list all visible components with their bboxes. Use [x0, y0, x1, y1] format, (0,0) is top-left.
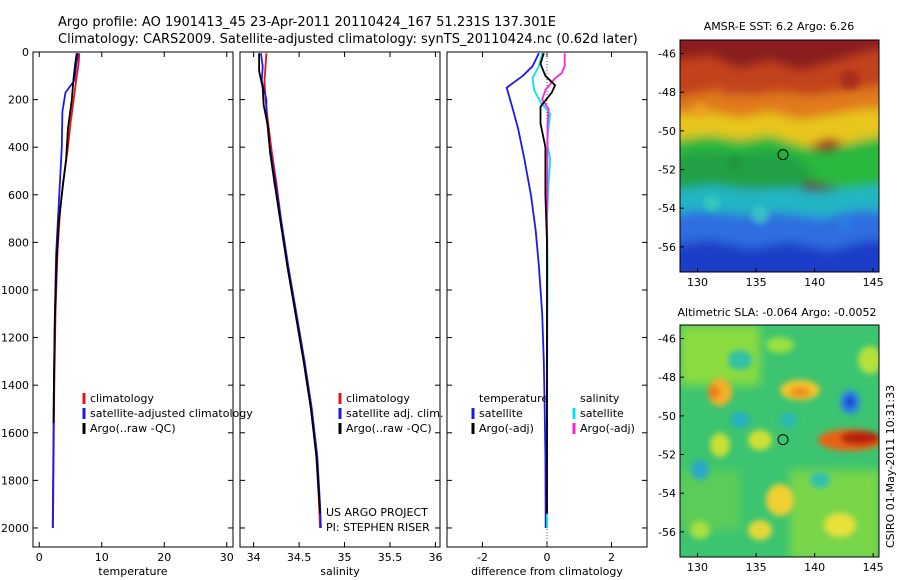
salinity-project-annotation: PI: STEPHEN RISER: [326, 521, 430, 534]
sla-ytick-label: -56: [658, 526, 676, 539]
sst-xtick-label: 130: [687, 276, 708, 289]
difference-legend-salinity-label: Argo(-adj): [580, 422, 635, 435]
sst-heatmap-field: [680, 40, 879, 272]
temperature-legend-label: climatology: [90, 392, 154, 405]
side-timestamp: CSIRO 01-May-2011 10:31:33: [884, 385, 897, 548]
depth-ytick-label: 400: [8, 141, 29, 154]
temperature-xtick-label: 30: [220, 551, 234, 564]
depth-ytick-label: 0: [22, 46, 29, 59]
sst-ytick-label: -48: [658, 86, 676, 99]
sla-xtick-label: 135: [746, 561, 767, 574]
difference-legend-salinity-label: salinity: [580, 392, 620, 405]
sla-map-title: Altimetric SLA: -0.064 Argo: -0.0052: [678, 306, 877, 319]
sla-ytick-label: -48: [658, 371, 676, 384]
sla-xtick-label: 145: [863, 561, 884, 574]
salinity-xtick-label: 35: [338, 551, 352, 564]
sst-ytick-label: -50: [658, 125, 676, 138]
difference-legend-temperature-label: temperature: [479, 392, 548, 405]
salinity-legend-label: satellite adj. clim.: [346, 407, 443, 420]
salinity-xtick-label: 34: [247, 551, 261, 564]
sst-ytick-label: -46: [658, 48, 676, 61]
salinity-xlabel: salinity: [320, 565, 360, 578]
sst-ytick-label: -56: [658, 241, 676, 254]
sla-argo-marker: [777, 434, 789, 446]
difference-xtick-label: -2: [477, 551, 488, 564]
sla-xtick-label: 130: [687, 561, 708, 574]
temperature-xtick-label: 10: [95, 551, 109, 564]
salinity-xtick-label: 34.5: [287, 551, 312, 564]
sla-ytick-label: -50: [658, 410, 676, 423]
figure-title-line2: Climatology: CARS2009. Satellite-adjuste…: [58, 32, 638, 47]
depth-ytick-label: 1000: [1, 284, 29, 297]
salinity-legend-label: climatology: [346, 392, 410, 405]
temperature-plot-frame: [32, 51, 234, 548]
sst-xtick-label: 135: [746, 276, 767, 289]
temperature-xtick-label: 0: [36, 551, 43, 564]
salinity-legend-label: Argo(..raw -QC): [346, 422, 432, 435]
sst-xtick-label: 145: [863, 276, 884, 289]
sla-heatmap-field: [680, 325, 879, 557]
salinity-plot-frame: [239, 51, 441, 548]
salinity-panel: 34 34.5 35 35.5 36 salinity climatology satelli…: [239, 51, 443, 578]
sla-ytick-label: -54: [658, 487, 676, 500]
temperature-series-red: [52, 53, 81, 529]
sst-argo-marker: [777, 149, 789, 161]
salinity-series-black: [258, 53, 321, 514]
temperature-legend-label: satellite-adjusted climatology: [90, 407, 253, 420]
difference-xtick-label: 0: [544, 551, 551, 564]
temperature-panel: 0 10 20 30 temperature 0 200 400 600 800 1000 1200 1…: [1, 46, 253, 578]
sla-xtick-label: 140: [804, 561, 825, 574]
depth-ytick-label: 1800: [1, 474, 29, 487]
depth-ytick-label: 1200: [1, 332, 29, 345]
depth-ytick-label: 600: [8, 189, 29, 202]
salinity-xtick-label: 35.5: [378, 551, 403, 564]
temperature-legend-label: Argo(..raw -QC): [90, 422, 176, 435]
salinity-xtick-label: 36: [428, 551, 442, 564]
difference-xtick-label: 2: [608, 551, 615, 564]
salinity-project-annotation: US ARGO PROJECT: [326, 506, 428, 519]
sst-xtick-label: 140: [804, 276, 825, 289]
depth-ytick-label: 200: [8, 94, 29, 107]
difference-xlabel: difference from climatology: [471, 565, 623, 578]
depth-ytick-label: 2000: [1, 522, 29, 535]
sst-map-title: AMSR-E SST: 6.2 Argo: 6.26: [704, 20, 855, 33]
figure-title-line1: Argo profile: AO 1901413_45 23-Apr-2011 …: [58, 15, 556, 30]
sla-map: Altimetric SLA: -0.064 Argo: -0.0052: [658, 306, 884, 574]
sst-axis: 130 135 140 145 -46 -48 -50 -52 -54 -56: [658, 48, 884, 289]
temperature-xlabel: temperature: [98, 565, 167, 578]
sst-map: AMSR-E SST: 6.2 Argo: 6.26: [658, 20, 884, 289]
difference-legend-temperature-label: Argo(-adj): [479, 422, 534, 435]
sla-axis: 130 135 140 145 -46 -48 -50 -52 -54 -56: [658, 333, 884, 574]
temperature-series-black: [52, 53, 78, 424]
sst-ytick-label: -54: [658, 202, 676, 215]
depth-ytick-label: 1600: [1, 427, 29, 440]
sla-ytick-label: -46: [658, 333, 676, 346]
sla-ytick-label: -52: [658, 449, 676, 462]
depth-ytick-label: 1400: [1, 379, 29, 392]
sst-ytick-label: -52: [658, 164, 676, 177]
difference-legend-salinity-label: satellite: [580, 407, 624, 420]
difference-series-black: [539, 52, 556, 514]
difference-legend-temperature-label: satellite: [479, 407, 523, 420]
depth-ytick-label: 800: [8, 236, 29, 249]
difference-series-blue: [505, 52, 547, 529]
temperature-xtick-label: 20: [157, 551, 171, 564]
